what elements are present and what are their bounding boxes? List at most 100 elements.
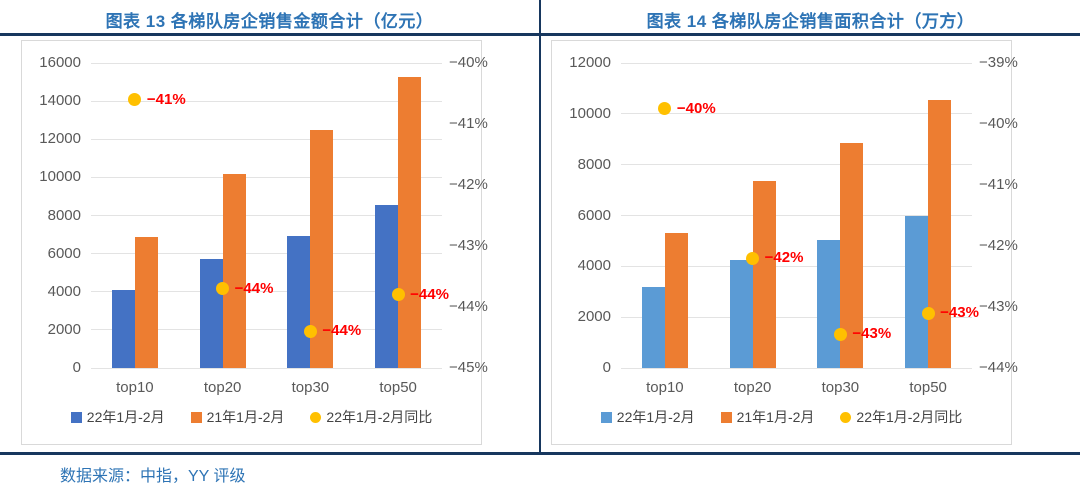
legend-square-marker xyxy=(600,411,612,423)
legend-label-area-22: 22年1月-2月 xyxy=(616,409,695,425)
bar-amount-22-top10 xyxy=(111,289,135,368)
legend-item-area-21: 21年1月-2月 xyxy=(720,407,815,427)
chart13-title: 图表 13 各梯队房企销售金额合计（亿元） xyxy=(0,0,539,36)
left-axis-tick-label: 0 xyxy=(72,359,81,376)
gridline xyxy=(91,367,442,369)
dot-yoy-22-top10 xyxy=(128,93,142,107)
dot-label-top20: −42% xyxy=(764,249,804,267)
bar-area-22-top20 xyxy=(729,259,753,368)
category-label-top50: top50 xyxy=(909,379,947,396)
bar-amount-22-top20 xyxy=(199,259,223,368)
left-axis-tick-label: 10000 xyxy=(39,168,81,186)
legend-label-area-21: 21年1月-2月 xyxy=(736,409,815,425)
dot-label-top10: −40% xyxy=(676,99,716,117)
gridline xyxy=(621,316,972,318)
dot-label-top30: −44% xyxy=(322,322,362,340)
category-label-top30: top30 xyxy=(291,379,330,396)
category-label-top20: top20 xyxy=(733,379,772,396)
gridline xyxy=(91,291,442,293)
bar-amount-22-top50 xyxy=(375,205,399,368)
dot-yoy-22-top30 xyxy=(303,324,317,338)
left-axis-tick-label: 12000 xyxy=(569,54,611,71)
legend-label-amount-22: 22年1月-2月 xyxy=(86,409,165,425)
right-axis-tick-label: −41% xyxy=(449,115,488,132)
legend-dot-marker xyxy=(840,411,852,423)
right-axis-tick-label: −43% xyxy=(449,237,488,254)
chart14-title: 图表 14 各梯队房企销售面积合计（万方） xyxy=(541,0,1080,36)
right-axis-tick-label: −40% xyxy=(979,115,1018,132)
left-axis-tick-label: 2000 xyxy=(47,320,81,338)
legend-label-yoy-22: 22年1月-2月同比 xyxy=(856,409,963,425)
right-axis-tick-label: −40% xyxy=(449,54,488,71)
dot-yoy-22-top20 xyxy=(216,282,230,296)
right-axis-tick-label: −42% xyxy=(449,176,488,193)
legend-square-marker xyxy=(190,411,202,423)
chart-legend: 22年1月-2月 21年1月-2月 22年1月-2月同比 xyxy=(552,407,1011,427)
gridline xyxy=(621,265,972,267)
chart-legend: 22年1月-2月 21年1月-2月 22年1月-2月同比 xyxy=(22,407,481,427)
legend-item-area-22: 22年1月-2月 xyxy=(600,407,695,427)
legend-square-marker xyxy=(720,411,732,423)
legend-label-amount-21: 21年1月-2月 xyxy=(206,409,285,425)
chart14-plot: 12000 10000 8000 6000 4000 2000 0 −39% −40% −41% −… xyxy=(551,40,1018,445)
bar-amount-21-top30 xyxy=(310,129,334,368)
left-axis-tick-label: 6000 xyxy=(577,206,611,224)
dot-yoy-22-top50 xyxy=(921,306,935,320)
legend-item-amount-22: 22年1月-2月 xyxy=(70,407,165,427)
bar-amount-21-top10 xyxy=(134,237,158,368)
left-axis-tick-label: 2000 xyxy=(577,308,611,326)
right-axis-tick-label: −43% xyxy=(979,298,1018,315)
left-axis-tick-label: 10000 xyxy=(569,104,611,122)
legend-label-yoy-22: 22年1月-2月同比 xyxy=(326,409,433,425)
gridline xyxy=(91,176,442,178)
legend-item-amount-21: 21年1月-2月 xyxy=(190,407,285,427)
dot-label-top30: −43% xyxy=(852,325,892,343)
legend-square-marker xyxy=(70,411,82,423)
category-label-top50: top50 xyxy=(379,379,417,396)
bar-area-21-top10 xyxy=(664,233,688,368)
gridline xyxy=(621,164,972,166)
legend-dot-marker xyxy=(310,411,322,423)
dot-yoy-22-top50 xyxy=(391,288,405,302)
chart13-plot: 16000 14000 12000 10000 8000 6000 4000 2000 0 −40… xyxy=(21,40,488,445)
chart13-section: 图表 13 各梯队房企销售金额合计（亿元） 16000 14000 12000 100… xyxy=(0,0,539,452)
bar-area-21-top20 xyxy=(752,181,776,368)
left-axis-tick-label: 14000 xyxy=(39,92,81,110)
left-axis-tick-label: 4000 xyxy=(577,257,611,275)
gridline xyxy=(91,329,442,331)
right-axis-tick-label: −44% xyxy=(979,359,1018,376)
legend-item-yoy-22: 22年1月-2月同比 xyxy=(840,407,962,427)
bar-area-22-top30 xyxy=(817,239,841,368)
column-divider-line xyxy=(539,0,541,452)
left-axis-tick-label: 0 xyxy=(602,359,611,376)
legend-item-yoy-22: 22年1月-2月同比 xyxy=(310,407,432,427)
category-label-top10: top10 xyxy=(116,379,154,396)
right-axis-tick-label: −45% xyxy=(449,359,488,376)
left-axis-tick-label: 8000 xyxy=(577,155,611,173)
right-axis-tick-label: −42% xyxy=(979,237,1018,254)
dot-yoy-22-top20 xyxy=(746,251,760,265)
right-axis-tick-label: −39% xyxy=(979,54,1018,71)
dot-label-top50: −44% xyxy=(410,285,449,303)
chart-columns: 图表 13 各梯队房企销售金额合计（亿元） 16000 14000 12000 100… xyxy=(0,0,1080,452)
bar-amount-22-top30 xyxy=(287,236,311,368)
bar-area-22-top10 xyxy=(641,286,665,368)
left-axis-tick-label: 12000 xyxy=(39,130,81,148)
gridline xyxy=(621,367,972,369)
right-axis-tick-label: −41% xyxy=(979,176,1018,193)
bar-area-22-top50 xyxy=(905,215,929,368)
gridline xyxy=(621,113,972,115)
dot-label-top20: −44% xyxy=(234,279,274,297)
left-axis-tick-label: 16000 xyxy=(39,54,81,71)
category-label-top20: top20 xyxy=(203,379,242,396)
bar-amount-21-top50 xyxy=(398,77,422,368)
dot-label-top10: −41% xyxy=(146,90,186,108)
gridline xyxy=(91,215,442,216)
left-axis-tick-label: 8000 xyxy=(47,206,81,224)
gridline xyxy=(91,138,442,140)
bar-area-21-top30 xyxy=(840,143,864,368)
chart14-section: 图表 14 各梯队房企销售面积合计（万方） 12000 10000 8000 6000… xyxy=(541,0,1080,452)
gridline xyxy=(91,62,442,64)
gridline xyxy=(91,100,442,102)
